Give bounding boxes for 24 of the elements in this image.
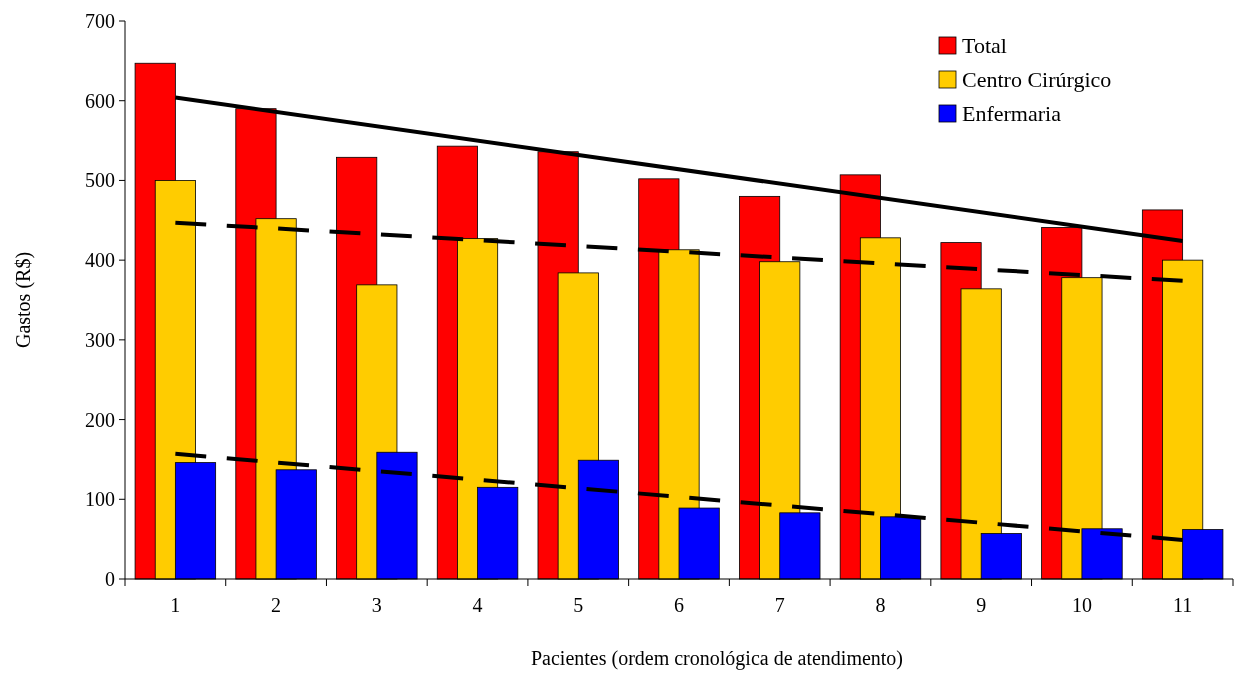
x-tick-label: 11 bbox=[1173, 594, 1193, 616]
x-tick-label: 6 bbox=[674, 594, 684, 616]
x-axis-title: Pacientes (ordem cronológica de atendimento) bbox=[530, 647, 904, 670]
y-tick-label: 200 bbox=[85, 408, 115, 431]
y-tick-label: 300 bbox=[85, 328, 115, 351]
y-tick-label: 700 bbox=[85, 10, 115, 32]
y-tick-label: 100 bbox=[85, 488, 115, 511]
x-tick-label: 2 bbox=[271, 594, 282, 616]
x-tick-label: 1 bbox=[170, 594, 181, 616]
legend-label: Enfermaria bbox=[962, 100, 1062, 126]
y-tick-label: 600 bbox=[85, 89, 115, 112]
x-tick-label: 10 bbox=[1071, 594, 1092, 616]
x-tick-label: 4 bbox=[472, 594, 483, 616]
x-tick-label: 8 bbox=[875, 594, 886, 616]
x-tick-label: 9 bbox=[976, 594, 987, 616]
y-tick-label: 0 bbox=[105, 568, 115, 590]
x-tick-label: 3 bbox=[371, 594, 382, 616]
y-tick-label: 500 bbox=[85, 169, 115, 192]
y-axis-title: Gastos (R$) bbox=[12, 251, 35, 349]
legend-label: Centro Cirúrgico bbox=[962, 66, 1112, 92]
x-tick-label: 5 bbox=[573, 594, 584, 616]
y-tick-label: 400 bbox=[85, 249, 115, 272]
x-tick-label: 7 bbox=[774, 594, 785, 616]
legend-label: Total bbox=[962, 32, 1007, 58]
